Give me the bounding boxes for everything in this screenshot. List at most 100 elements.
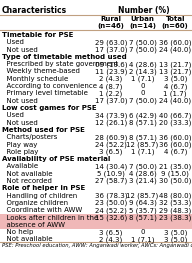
Text: 1 (7.1): 1 (7.1) [131, 236, 154, 243]
Text: Role of helper in PSE: Role of helper in PSE [2, 185, 85, 191]
Text: Low cost games for PSE: Low cost games for PSE [2, 105, 97, 111]
Text: 24 (52.2): 24 (52.2) [95, 141, 127, 148]
Text: 34 (73.9): 34 (73.9) [95, 112, 127, 119]
Text: 36 (60.0): 36 (60.0) [159, 141, 191, 148]
Text: 1 (7.1): 1 (7.1) [131, 149, 154, 155]
Text: 1 (7.1): 1 (7.1) [131, 76, 154, 82]
Text: Characteristics: Characteristics [2, 6, 67, 15]
Text: Not used: Not used [2, 120, 38, 126]
Text: 7 (50.0): 7 (50.0) [129, 163, 156, 170]
Text: 4 (28.6): 4 (28.6) [129, 61, 156, 68]
Text: 40 (66.7): 40 (66.7) [159, 112, 191, 119]
Text: 3 (5.0): 3 (5.0) [164, 229, 187, 236]
Text: Organize children: Organize children [2, 200, 68, 206]
Text: No help: No help [2, 229, 33, 235]
Text: 17 (37.0): 17 (37.0) [95, 98, 127, 104]
Text: Number (%): Number (%) [118, 6, 169, 15]
Text: 24 (40.0): 24 (40.0) [159, 47, 191, 53]
Text: 5 (35.7): 5 (35.7) [129, 207, 156, 214]
Text: Type of timetable method used: Type of timetable method used [2, 54, 127, 60]
Text: 2 (4.3): 2 (4.3) [99, 76, 122, 82]
Text: Prescribed by state government: Prescribed by state government [2, 61, 118, 67]
Text: 0: 0 [140, 229, 145, 235]
Text: 3 (5.0): 3 (5.0) [164, 236, 187, 243]
Text: Looks after children in the: Looks after children in the [2, 215, 98, 220]
Text: 3 (6.5): 3 (6.5) [99, 229, 122, 236]
Text: Rural
(n=46): Rural (n=46) [98, 16, 124, 29]
Text: 48 (80.0): 48 (80.0) [159, 193, 191, 199]
Text: 7 (50.0): 7 (50.0) [129, 47, 156, 53]
Text: 12 (26.1): 12 (26.1) [95, 120, 127, 126]
Text: Coordinate with AWW: Coordinate with AWW [2, 207, 82, 213]
Text: 30 (50.0): 30 (50.0) [159, 178, 191, 185]
Text: 23 (50.0): 23 (50.0) [95, 200, 127, 206]
Text: Method used for PSE: Method used for PSE [2, 127, 85, 133]
Text: 9 (15.0): 9 (15.0) [161, 171, 189, 177]
Text: 23 (38.3): 23 (38.3) [159, 215, 191, 221]
Text: 12 (85.7): 12 (85.7) [127, 141, 159, 148]
Text: 29 (63.0): 29 (63.0) [95, 39, 127, 46]
Text: 24 (40.0): 24 (40.0) [159, 98, 191, 104]
Text: 1 (1.7): 1 (1.7) [163, 90, 187, 97]
Text: 5 (10.9): 5 (10.9) [97, 171, 125, 177]
Text: 36 (60.0): 36 (60.0) [159, 134, 191, 141]
Text: 14 (30.4): 14 (30.4) [95, 163, 127, 170]
Text: 36 (60.0): 36 (60.0) [159, 39, 191, 46]
Text: 3 (6.5): 3 (6.5) [99, 149, 122, 155]
Text: 17 (37.0): 17 (37.0) [95, 47, 127, 53]
Text: 1 (2.2): 1 (2.2) [99, 90, 122, 97]
Text: 4 (6.7): 4 (6.7) [164, 83, 187, 90]
Text: PSE: Preschool education, AWW: Anganwadi worker, AWCs: Anganwadi centres: PSE: Preschool education, AWW: Anganwadi… [2, 243, 192, 248]
Text: 8 (57.1): 8 (57.1) [129, 215, 156, 221]
Bar [0, 221, 192, 229]
Text: According to convenience: According to convenience [2, 83, 97, 89]
Text: Used: Used [2, 112, 24, 118]
Text: 09 (19.6): 09 (19.6) [95, 61, 127, 68]
Text: 27 (58.7): 27 (58.7) [95, 178, 127, 185]
Text: 7 (50.0): 7 (50.0) [129, 39, 156, 46]
Text: Play way: Play way [2, 141, 37, 148]
Text: 13 (21.7): 13 (21.7) [159, 68, 191, 75]
Text: 4 (6.7): 4 (6.7) [164, 149, 187, 155]
Text: Total
(n=60): Total (n=60) [162, 16, 189, 29]
Text: Used: Used [2, 39, 24, 45]
Text: Not used: Not used [2, 47, 38, 53]
Text: 4 (8.7): 4 (8.7) [99, 83, 122, 90]
Text: Primary level timetable: Primary level timetable [2, 90, 88, 97]
Text: 12 (85.7): 12 (85.7) [127, 193, 159, 199]
Text: Available: Available [2, 163, 38, 169]
Text: 0: 0 [140, 83, 145, 89]
Text: Weekly theme-based: Weekly theme-based [2, 68, 80, 74]
Text: 2 (14.3): 2 (14.3) [129, 68, 156, 75]
Text: 3 (21.4): 3 (21.4) [129, 178, 156, 185]
Text: 24 (52.2): 24 (52.2) [95, 207, 127, 214]
Text: 21 (35.0): 21 (35.0) [159, 163, 191, 170]
Text: 36 (78.3): 36 (78.3) [95, 193, 127, 199]
Text: 9 (64.3): 9 (64.3) [129, 200, 156, 206]
Text: 0: 0 [140, 90, 145, 97]
Text: Role play: Role play [2, 149, 38, 155]
Text: 11 (23.9): 11 (23.9) [95, 68, 127, 75]
Text: Availability of PSE material: Availability of PSE material [2, 156, 110, 162]
Text: 13 (21.7): 13 (21.7) [159, 61, 191, 68]
Text: Timetable for PSE: Timetable for PSE [2, 32, 73, 38]
Text: Handling of children: Handling of children [2, 193, 77, 199]
Text: 8 (57.1): 8 (57.1) [129, 134, 156, 141]
Text: Not recorded: Not recorded [2, 178, 52, 184]
Text: 2 (4.3): 2 (4.3) [99, 236, 122, 243]
Text: 32 (53.3): 32 (53.3) [159, 200, 191, 206]
Bar [0, 214, 192, 221]
Text: absence of AWW: absence of AWW [2, 222, 65, 228]
Text: 7 (50.0): 7 (50.0) [129, 98, 156, 104]
Text: 8 (57.1): 8 (57.1) [129, 120, 156, 126]
Text: Not used: Not used [2, 98, 38, 104]
Text: 29 (48.3): 29 (48.3) [159, 207, 191, 214]
Text: 28 (60.9): 28 (60.9) [95, 134, 127, 141]
Text: Monthly schedule: Monthly schedule [2, 76, 68, 82]
Text: Urban
(n=14): Urban (n=14) [129, 16, 156, 29]
Text: 3 (5.0): 3 (5.0) [164, 76, 187, 82]
Text: 20 (33.3): 20 (33.3) [159, 120, 191, 126]
Text: Not available: Not available [2, 236, 52, 242]
Text: Charts/posters: Charts/posters [2, 134, 57, 140]
Text: 4 (28.6): 4 (28.6) [129, 171, 156, 177]
